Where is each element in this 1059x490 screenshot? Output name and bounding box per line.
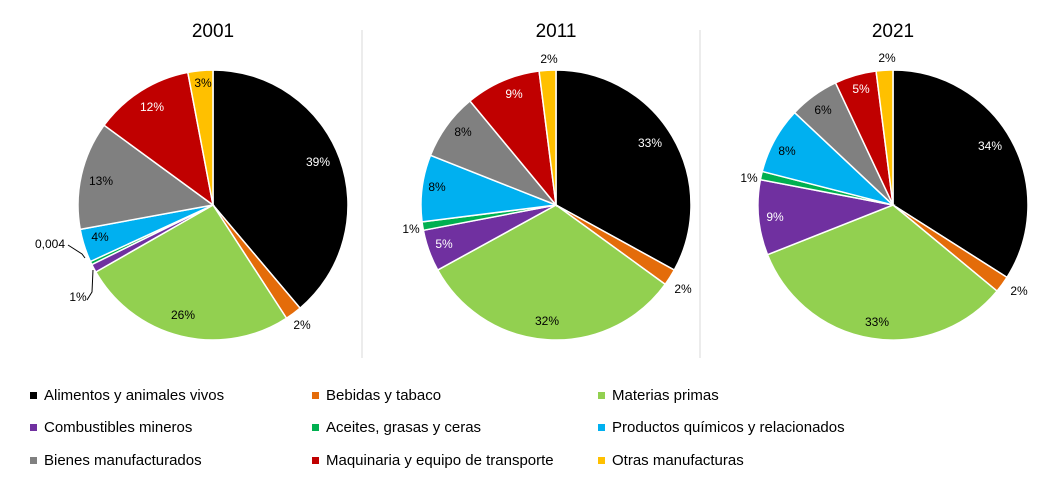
legend-label: Alimentos y animales vivos bbox=[44, 387, 224, 404]
legend-label: Productos químicos y relacionados bbox=[612, 419, 845, 436]
legend-label: Aceites, grasas y ceras bbox=[326, 419, 481, 436]
leader-line bbox=[86, 269, 94, 301]
data-label: 26% bbox=[171, 308, 195, 322]
data-label: 1% bbox=[740, 171, 758, 185]
data-label: 9% bbox=[766, 210, 784, 224]
slice-maquinaria-y-equipo-de-transporte bbox=[103, 71, 215, 207]
legend-label: Bebidas y tabaco bbox=[326, 387, 441, 404]
slice-alimentos-y-animales-vivos bbox=[892, 69, 1029, 279]
data-label: 13% bbox=[89, 174, 113, 188]
data-label: 3% bbox=[194, 76, 212, 90]
data-label: 12% bbox=[140, 100, 164, 114]
legend-swatch bbox=[30, 424, 37, 431]
pie-2011: 2011 33% 2% 32% 5% 1% 8% 8% 9% 2% bbox=[402, 21, 692, 341]
legend-label: Maquinaria y equipo de transporte bbox=[326, 452, 554, 469]
pies-group: 2001 39% 2% 26% 1% 0,004 4% 13% 12% 3% 2011 33% 2% 32… bbox=[35, 21, 1029, 341]
data-label: 32% bbox=[535, 314, 559, 328]
legend-item: Aceites, grasas y ceras bbox=[312, 419, 481, 436]
slice-alimentos-y-animales-vivos bbox=[212, 69, 349, 310]
slice-otras-manufacturas bbox=[538, 69, 557, 206]
legend-item: Alimentos y animales vivos bbox=[30, 387, 224, 404]
data-label: 8% bbox=[454, 125, 472, 139]
data-label: 8% bbox=[778, 144, 796, 158]
legend-label: Otras manufacturas bbox=[612, 452, 744, 469]
slice-materias-primas bbox=[94, 203, 288, 341]
slice-otras-manufacturas bbox=[875, 69, 894, 206]
legend-swatch bbox=[30, 457, 37, 464]
pie-2021: 2021 34% 2% 33% 9% 1% 8% 6% 5% 2% bbox=[740, 21, 1029, 341]
slice-materias-primas bbox=[766, 204, 999, 341]
pie-title: 2011 bbox=[536, 21, 577, 42]
data-label: 2% bbox=[674, 282, 692, 296]
data-label: 8% bbox=[428, 180, 446, 194]
legend-swatch bbox=[598, 392, 605, 399]
data-label: 2% bbox=[878, 51, 896, 65]
data-label: 2% bbox=[293, 318, 311, 332]
data-label: 0,004 bbox=[35, 237, 65, 251]
legend-label: Materias primas bbox=[612, 387, 719, 404]
data-label: 33% bbox=[638, 136, 662, 150]
legend-swatch bbox=[312, 424, 319, 431]
data-label: 4% bbox=[91, 230, 109, 244]
legend-swatch bbox=[598, 457, 605, 464]
legend-item: Bienes manufacturados bbox=[30, 452, 202, 469]
data-label: 5% bbox=[852, 82, 870, 96]
legend-item: Bebidas y tabaco bbox=[312, 387, 441, 404]
data-label: 2% bbox=[1010, 284, 1028, 298]
legend-swatch bbox=[312, 457, 319, 464]
pie-title: 2001 bbox=[192, 21, 234, 42]
data-label: 2% bbox=[540, 52, 558, 66]
pie-2001: 2001 39% 2% 26% 1% 0,004 4% 13% 12% 3% bbox=[35, 21, 349, 341]
data-label: 9% bbox=[505, 87, 523, 101]
data-label: 33% bbox=[865, 315, 889, 329]
legend: Alimentos y animales vivos Bebidas y taba… bbox=[30, 387, 845, 469]
legend-swatch bbox=[312, 392, 319, 399]
slice-materias-primas bbox=[436, 204, 667, 341]
legend-item: Otras manufacturas bbox=[598, 452, 744, 469]
data-label: 5% bbox=[435, 237, 453, 251]
legend-label: Combustibles mineros bbox=[44, 419, 192, 436]
slice-otras-manufacturas bbox=[186, 69, 214, 206]
legend-item: Materias primas bbox=[598, 387, 719, 404]
data-label: 1% bbox=[402, 222, 420, 236]
leader-line bbox=[67, 244, 86, 259]
legend-item: Productos químicos y relacionados bbox=[598, 419, 845, 436]
legend-swatch bbox=[598, 424, 605, 431]
data-label: 34% bbox=[978, 139, 1002, 153]
legend-label: Bienes manufacturados bbox=[44, 452, 202, 469]
slice-alimentos-y-animales-vivos bbox=[555, 69, 692, 272]
data-label: 6% bbox=[814, 103, 832, 117]
slice-bienes-manufacturados bbox=[77, 124, 215, 231]
legend-item: Maquinaria y equipo de transporte bbox=[312, 452, 554, 469]
pie-title: 2021 bbox=[872, 21, 914, 42]
data-label: 1% bbox=[69, 290, 87, 304]
legend-item: Combustibles mineros bbox=[30, 419, 192, 436]
data-label: 39% bbox=[306, 155, 330, 169]
legend-swatch bbox=[30, 392, 37, 399]
